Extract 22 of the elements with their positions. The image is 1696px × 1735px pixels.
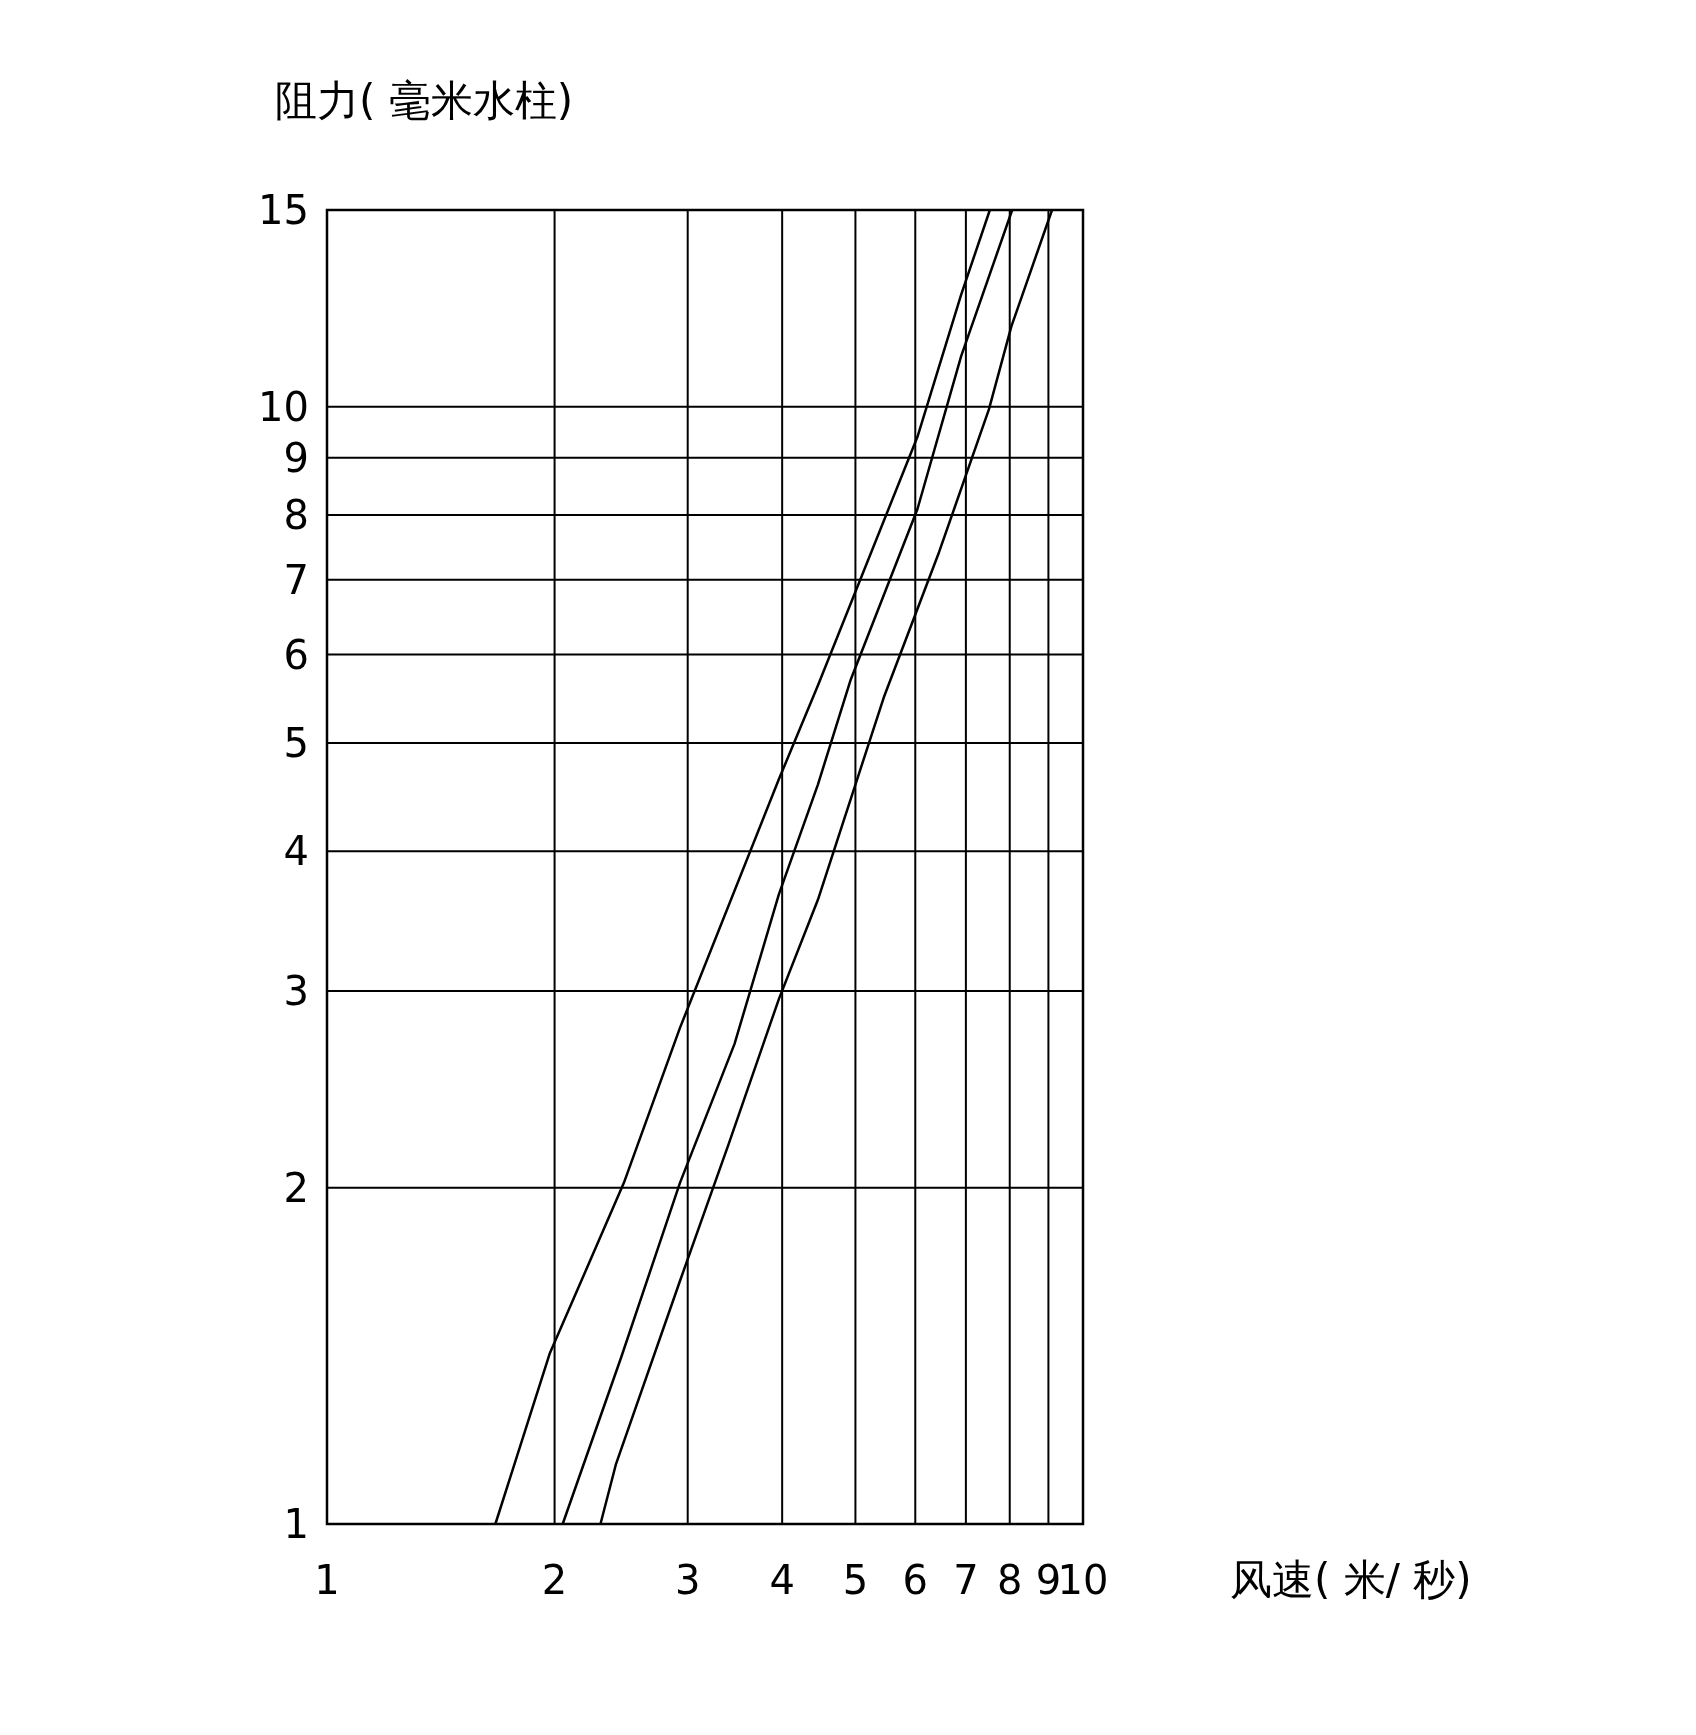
x-tick-label: 3	[674, 1557, 701, 1603]
x-tick-label: 2	[541, 1557, 568, 1603]
x-tick-label: 4	[769, 1557, 795, 1603]
y-tick-label: 3	[283, 967, 309, 1014]
x-axis-title: 风速( 米/ 秒)	[1230, 1555, 1472, 1604]
x-tick-label: 8	[997, 1557, 1023, 1603]
x-tick-label: 7	[953, 1557, 979, 1603]
y-tick-label: 4	[283, 828, 309, 875]
y-tick-label: 1	[283, 1501, 309, 1547]
x-tick-label: 5	[842, 1557, 869, 1603]
y-tick-label: 6	[283, 631, 309, 678]
x-tick-label: 6	[902, 1557, 929, 1603]
y-tick-label: 15	[258, 187, 309, 233]
x-tick-label: 1	[314, 1557, 340, 1603]
y-tick-label: 10	[258, 383, 309, 430]
y-tick-label: 2	[283, 1164, 309, 1211]
y-tick-label: 9	[283, 434, 309, 481]
y-axis-title: 阻力( 毫米水柱)	[275, 76, 574, 125]
x-tick-label: 9	[1035, 1557, 1062, 1603]
y-tick-label: 5	[283, 720, 309, 767]
y-tick-label: 8	[283, 492, 309, 539]
y-tick-label: 7	[283, 556, 309, 603]
